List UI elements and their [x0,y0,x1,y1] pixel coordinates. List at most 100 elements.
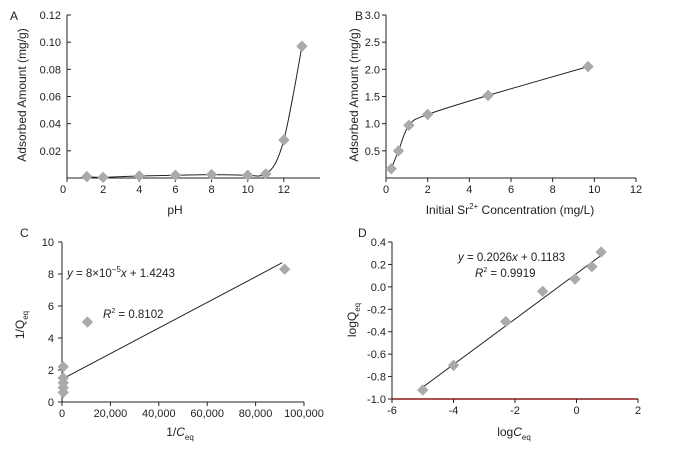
panel-a-data-point [169,169,182,181]
panel-b-y-tick-label: 1.0 [365,119,380,131]
panel-d-x-tick-label: -4 [449,405,459,417]
panel-c-xlabel: 1/Ceq [166,425,194,442]
panel-c-y-tick-label: 4 [48,333,54,345]
panel-a-data-point [133,170,145,182]
panel-b-x-tick-label: 2 [425,184,431,196]
panel-d-x-tick-label: 2 [635,405,641,417]
panel-d-x-tick-label: 0 [573,405,579,417]
panel-b-y-tick-label: 3.0 [365,10,380,22]
panel-c-eq-x: x [120,268,128,280]
panel-d-y-tick-label: -0.2 [367,304,386,316]
panel-d-eq-x: x [511,252,519,264]
panel-b-data-point [392,145,405,157]
panel-b-data-point [421,108,434,121]
panel-a-data-point [242,169,254,181]
panel-d-data-point [417,384,429,396]
panel-d-y-tick-label: 0.0 [371,282,386,294]
panel-b-curve [390,66,589,169]
panel-d-ylabel: logQeq [345,303,362,337]
panel-b-x-tick-label: 10 [588,184,600,196]
panel-a-data-point [296,40,308,52]
panel-c-data-point [81,316,94,328]
panel-a-y-tick-label: 0.02 [40,146,61,158]
panel-d-xlabel: logCeq [497,425,531,442]
panel-b-ylabel: Adsorbed Amount (mg/g) [347,28,361,161]
panel-d-xlabel-it: C [513,425,522,439]
panel-a-x-tick-label: 2 [100,184,106,196]
panel-b-x-tick-label: 0 [383,184,389,196]
panel-a-y-tick-label: 0.08 [40,64,61,76]
panel-c-xlabel-sub: eq [185,433,194,442]
panel-d-data-point [586,260,598,273]
panel-d-data-point [447,359,460,372]
panel-a-data-point [97,171,109,184]
panel-c-data-point [278,263,291,275]
panel-a-y-tick-label: 0.10 [40,37,61,49]
panel-c-y-tick-label: 6 [48,301,54,313]
panel-b-x-tick-label: 6 [508,184,514,196]
panel-d-label: D [358,226,367,240]
panel-c-x-tick-label: 20,000 [94,408,128,420]
panel-d-x-tick-label: -6 [387,405,397,417]
panel-d-x-tick-label: -2 [510,405,520,417]
panel-c-r2-val: = 0.8102 [115,309,163,321]
panel-a-y-tick-label: 0.06 [40,92,61,104]
panel-d-y-tick-label: 0.4 [371,237,386,249]
panel-a-data-point [81,170,93,183]
panel-d-r2-val: = 0.9919 [487,268,535,280]
panel-b-y-tick-label: 2.0 [365,64,380,76]
panel-a-label: A [10,9,18,23]
panel-b-data-point [385,163,397,175]
panel-d-ylabel-sub: eq [353,303,362,312]
panel-a-x-tick-label: 0 [60,184,66,196]
panel-c-y-tick-label: 0 [48,397,54,409]
panel-d-eq-rest: + 0.1183 [518,252,565,264]
panel-b-label: B [355,9,363,23]
panel-c-eq-mid: = 8×10 [73,268,112,280]
panel-b: B 0 2 4 6 8 10 12 0.5 1.0 1.5 2.0 2.5 3.0 Initial Sr… [347,9,642,217]
panel-a-curve [86,46,303,178]
panel-c-r2: R2 = 0.8102 [103,308,164,321]
panel-a-ylabel: Adsorbed Amount (mg/g) [15,28,29,161]
panel-a-x-tick-label: 12 [278,184,290,196]
panel-d-equation: y = 0.2026x + 0.1183 [457,252,565,264]
panel-d-eq-mid: = 0.2026 [464,252,512,264]
panel-c-x-tick-label: 40,000 [142,408,176,420]
panel-b-xlabel-post: Concentration (mg/L) [478,203,594,217]
panel-d-eq-y: y [457,252,465,264]
panel-c-eq-exp: −5 [112,265,122,274]
panel-d-data-point [569,273,581,285]
panel-b-xlabel-pre: Initial Sr [426,203,469,217]
panel-c-equation: y = 8×10−5x + 1.4243 [66,265,175,280]
panel-c-ylabel-sub: eq [21,311,30,320]
panel-d-y-tick-label: -0.4 [367,327,386,339]
panel-c-r2-r: R [103,309,111,321]
panel-c-x-tick-label: 60,000 [190,408,224,420]
panel-a: A 0 2 4 6 8 10 12 0.02 0.04 0.06 0.08 0.10 0.12 pH A… [10,9,320,217]
panel-c-y-tick-label: 10 [42,237,54,249]
panel-b-y-tick-label: 0.5 [365,146,380,158]
panel-b-data-point [482,89,494,102]
panel-c-eq-rest: + 1.4243 [127,268,175,280]
panel-b-y-tick-label: 1.5 [365,92,380,104]
panel-b-xlabel: Initial Sr2+ Concentration (mg/L) [426,202,595,217]
panel-c-y-tick-label: 2 [48,365,54,377]
panel-b-x-tick-label: 8 [550,184,556,196]
panel-d-xlabel-pre: log [497,425,513,439]
panel-d-y-tick-label: -1.0 [367,394,386,406]
panel-b-x-tick-label: 12 [630,184,642,196]
panel-d: D -6 -4 -2 0 2-1.0-0.8-0.6-0.4-0.20.00.20.4 … [345,226,641,442]
panel-d-y-tick-label: -0.6 [367,349,386,361]
panel-a-xlabel: pH [167,203,182,217]
panel-c-x-tick-label: 100,000 [284,408,324,420]
panel-c-y-tick-label: 8 [48,269,54,281]
panel-c-xlabel-it: C [176,425,185,439]
panel-a-data-point [278,134,290,146]
panel-c-xlabel-pre: 1/ [166,425,177,439]
panel-c-fit-line [61,262,283,380]
panel-d-y-tick-label: -0.8 [367,372,386,384]
panel-c-ylabel: 1/Qeq [13,311,30,339]
panel-c-x-tick-label: 80,000 [239,408,273,420]
panel-a-y-tick-label: 0.04 [40,119,61,131]
